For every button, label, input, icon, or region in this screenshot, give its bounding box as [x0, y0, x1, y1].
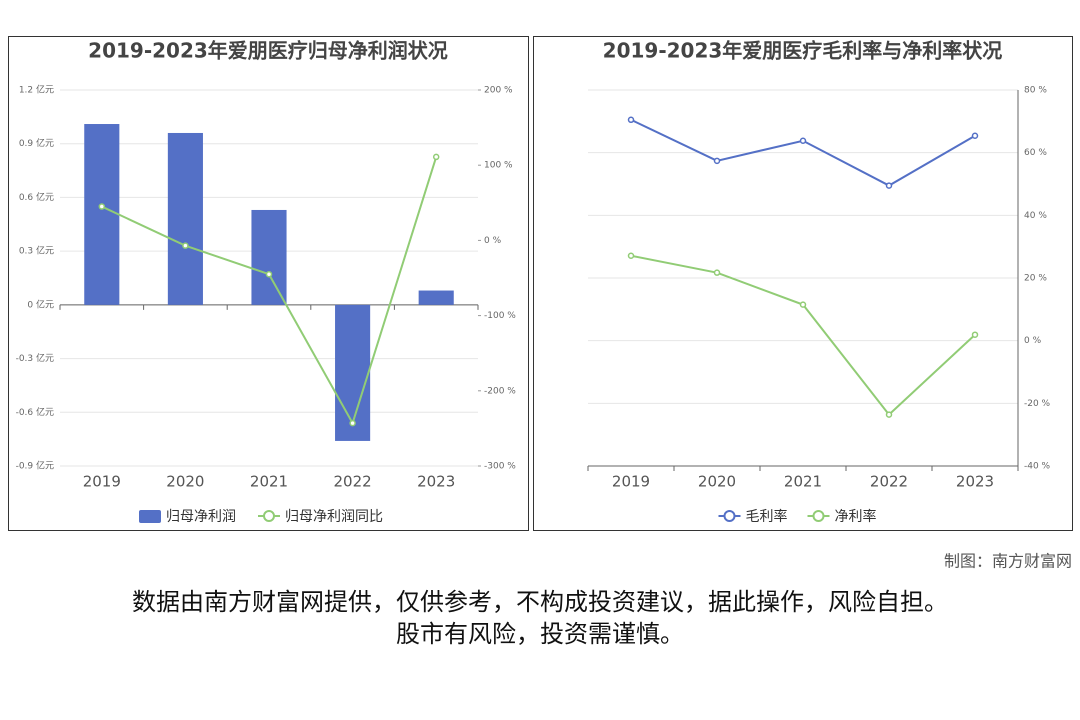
point: [627, 252, 635, 260]
x-tick-label: 2019: [612, 473, 650, 491]
point: [713, 269, 721, 276]
point: [713, 157, 721, 165]
bar: [167, 132, 203, 305]
bar: [418, 290, 454, 305]
x-tick-label: 2020: [166, 473, 204, 491]
y2-tick-label: -300 %: [484, 462, 516, 472]
point: [885, 182, 893, 189]
y-tick-label: 0.6 亿元: [19, 191, 54, 203]
legend-label: 归母净利润同比: [285, 508, 383, 525]
y2-tick-label: 0 %: [484, 236, 502, 246]
point: [265, 270, 273, 278]
x-tick-label: 2021: [250, 473, 288, 491]
legend-label: 归母净利润: [166, 508, 236, 525]
point: [971, 132, 979, 139]
y2-tick-label: -100 %: [484, 311, 516, 321]
panel-frame: [533, 36, 1073, 531]
y-tick-label: 0.3 亿元: [19, 245, 54, 257]
chart-title: 2019-2023年爱朋医疗毛利率与净利率状况: [603, 39, 1003, 63]
x-tick-label: 2022: [334, 473, 372, 491]
point: [971, 331, 979, 338]
bar: [335, 304, 371, 441]
point: [98, 203, 106, 210]
disclaimer: 数据由南方财富网提供，仅供参考，不构成投资建议，据此操作，风险自担。: [132, 588, 948, 616]
bar: [251, 209, 287, 305]
legend-swatch: [263, 510, 275, 522]
legend-label: 净利率: [835, 508, 877, 525]
y-tick-label: 20 %: [1024, 274, 1047, 284]
y-tick-label: -40 %: [1024, 462, 1051, 472]
point: [799, 137, 807, 145]
legend-swatch: [723, 510, 736, 522]
y-tick-label: -0.3 亿元: [16, 352, 54, 364]
y2-tick-label: -200 %: [484, 386, 516, 396]
y-tick-label: 0 %: [1024, 336, 1042, 346]
x-tick-label: 2020: [698, 473, 736, 491]
disclaimer: 股市有风险，投资需谨慎。: [396, 620, 684, 648]
point: [182, 242, 189, 249]
x-tick-label: 2023: [956, 473, 994, 491]
y-tick-label: 1.2 亿元: [19, 84, 54, 96]
y-tick-label: 80 %: [1024, 86, 1047, 96]
legend-swatch: [812, 510, 825, 522]
y-tick-label: -0.6 亿元: [16, 406, 54, 418]
x-tick-label: 2023: [417, 473, 455, 491]
x-tick-label: 2021: [784, 473, 822, 491]
legend-swatch: [139, 510, 161, 523]
legend-label: 毛利率: [746, 508, 788, 525]
x-tick-label: 2019: [83, 473, 121, 491]
credit: 制图：南方财富网: [944, 552, 1072, 571]
y-tick-label: 60 %: [1024, 148, 1047, 158]
bar: [84, 124, 120, 305]
chart-title: 2019-2023年爱朋医疗归母净利润状况: [88, 39, 448, 63]
point: [349, 419, 356, 427]
y-tick-label: 40 %: [1024, 211, 1047, 221]
point: [799, 301, 807, 308]
y-tick-label: 0 亿元: [27, 298, 54, 310]
x-tick-label: 2022: [870, 473, 908, 491]
y-tick-label: -20 %: [1024, 399, 1051, 409]
y2-tick-label: 100 %: [484, 161, 513, 171]
panel-frame: [8, 36, 529, 531]
point: [885, 411, 893, 418]
point: [432, 153, 440, 161]
line: [630, 254, 976, 417]
y-tick-label: -0.9 亿元: [16, 460, 54, 472]
y-tick-label: 0.9 亿元: [19, 137, 54, 149]
point: [627, 116, 635, 124]
y2-tick-label: 200 %: [484, 86, 513, 96]
